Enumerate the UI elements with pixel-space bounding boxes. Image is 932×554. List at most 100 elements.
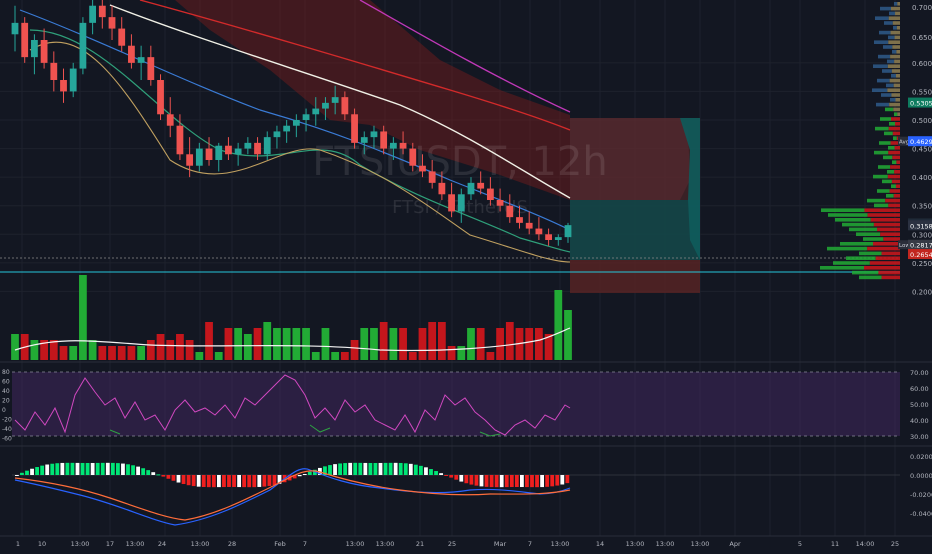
price-tick-1: 0.550 (912, 88, 932, 96)
macd-bar-8 (55, 463, 60, 475)
vp-right-44 (867, 213, 900, 217)
candle-body-16 (166, 114, 174, 126)
candle-body-40 (399, 142, 407, 149)
volume-bar-24 (243, 334, 252, 360)
macd-bar-15 (90, 462, 95, 475)
badge-bg-1 (908, 136, 932, 147)
candle-body-7 (79, 22, 87, 69)
vp-right-7 (894, 35, 900, 40)
vp-left-56 (852, 270, 879, 275)
candle-body-9 (98, 5, 106, 18)
volume-bar-36 (360, 328, 369, 360)
volume-bar-46 (457, 346, 466, 360)
candle-body-54 (535, 228, 543, 235)
macd-bar-18 (105, 462, 110, 475)
vp-left-2 (889, 11, 896, 16)
macd-bar-69 (363, 462, 368, 475)
vp-right-50 (873, 242, 900, 246)
volume-bar-14 (146, 340, 155, 360)
vp-left-57 (859, 275, 882, 280)
vp-left-5 (893, 26, 897, 30)
volume-bar-47 (467, 328, 475, 360)
volume-ma (14, 327, 571, 352)
macd-bar-10 (65, 462, 70, 475)
vp-right-1 (891, 6, 900, 11)
macd-bar-44 (237, 475, 241, 488)
volume-bar-5 (59, 346, 68, 360)
candle-body-37 (370, 131, 378, 138)
macd-bar-46 (247, 475, 252, 488)
macd-bar-32 (176, 475, 181, 483)
time-tick-21: Apr (729, 540, 741, 548)
time-tick-11: 13:00 (376, 540, 395, 548)
candle-body-30 (302, 114, 310, 120)
macd-bar-23 (131, 465, 135, 475)
volume-bar-35 (350, 340, 359, 360)
time-tick-3: 17 (106, 540, 114, 548)
candle-body-39 (389, 142, 397, 149)
signal-line (14, 470, 571, 521)
macd-bar-27 (151, 472, 156, 475)
macd-bar-30 (166, 475, 171, 479)
vp-left-47 (849, 227, 878, 232)
volume-bar-55 (544, 334, 553, 360)
vp-right-27 (892, 131, 900, 136)
volume-bar-53 (525, 328, 534, 360)
candle-body-11 (118, 28, 126, 46)
rsi-green-seg (109, 424, 501, 437)
vp-right-10 (896, 50, 900, 54)
vp-left-51 (827, 246, 868, 251)
macd-bar-52 (277, 475, 282, 484)
vp-right-15 (895, 74, 900, 78)
volume-bar-29 (292, 328, 301, 360)
badge-text-5: 0.2654 (910, 251, 932, 259)
macd-bar-98 (509, 475, 514, 488)
macd-bar-4 (35, 467, 39, 475)
volume-bar-19 (195, 352, 204, 360)
candle-body-55 (545, 234, 552, 240)
volume-bar-3 (40, 340, 48, 360)
badge-text-1: 0.4629 (910, 138, 932, 146)
candle-body-1 (21, 22, 29, 58)
candle-body-32 (322, 102, 329, 109)
macd-bar-5 (40, 465, 45, 475)
time-tick-8: Feb (274, 540, 286, 548)
vp-left-25 (889, 122, 896, 126)
vp-right-56 (878, 270, 900, 275)
candle-body-3 (40, 40, 48, 63)
macd-bar-17 (100, 462, 105, 475)
rsi-line (14, 374, 571, 436)
rsi-right-tick-1: 60.00 (910, 385, 929, 393)
candle-body-26 (263, 137, 271, 155)
vp-right-3 (888, 16, 900, 20)
vp-right-31 (888, 150, 900, 155)
vp-right-8 (888, 40, 900, 44)
rsi-left-tick-5: -20 (2, 417, 12, 424)
volume-bar-41 (408, 352, 417, 360)
macd-bar-48 (257, 475, 262, 487)
vp-right-16 (889, 78, 900, 83)
vp-left-3 (875, 16, 889, 20)
vp-right-33 (896, 160, 900, 164)
time-tick-4: 13:00 (126, 540, 145, 548)
macd-bar-101 (525, 475, 529, 488)
macd-bar-97 (504, 475, 509, 488)
candle-body-27 (273, 131, 281, 138)
vp-left-12 (887, 59, 895, 64)
candle-body-48 (477, 182, 485, 189)
vp-right-32 (892, 155, 900, 160)
vp-left-37 (882, 179, 892, 184)
macd-bar-16 (95, 462, 100, 475)
rsi-left-tick-3: 20 (2, 398, 10, 405)
volume-bar-56 (554, 290, 563, 360)
macd-bar-2 (25, 470, 29, 475)
volume-bar-49 (486, 352, 495, 360)
candle-body-28 (283, 125, 291, 132)
volume-bar-38 (379, 322, 388, 360)
vp-right-41 (885, 198, 900, 203)
volume-bar-10 (108, 346, 116, 360)
price-tick-4: 0.400 (912, 174, 932, 182)
candles (11, 0, 572, 246)
macd-bar-11 (70, 462, 75, 475)
